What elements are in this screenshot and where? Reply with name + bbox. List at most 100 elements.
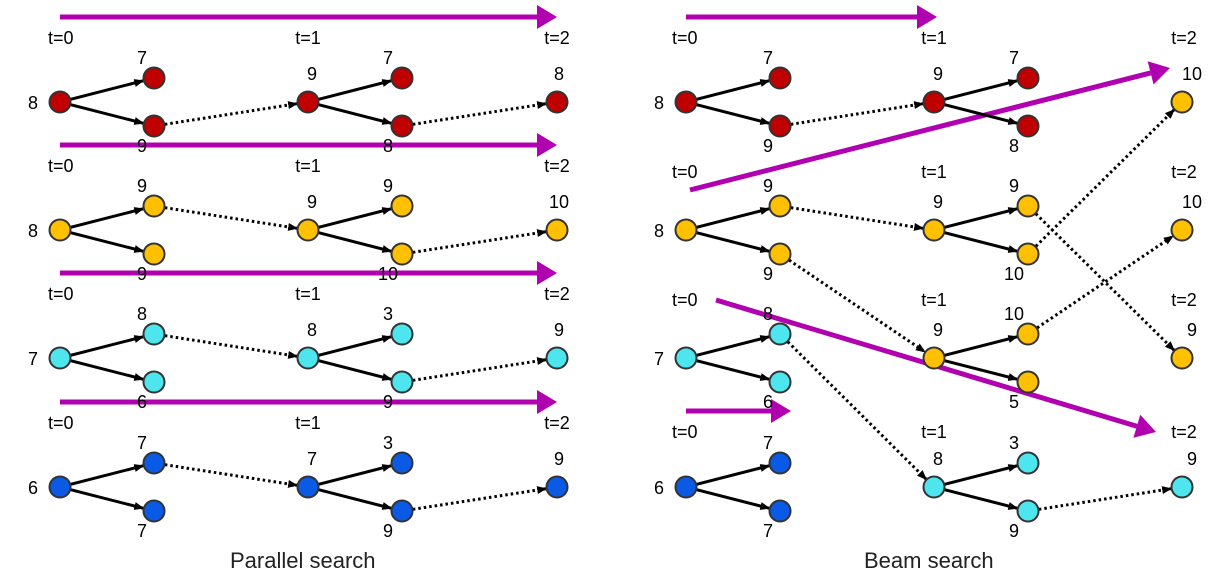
parallel-row-2-grandchild-top-node <box>390 322 414 346</box>
parallel-row-1-edge-up <box>69 207 145 229</box>
parallel-row-0-edge-down <box>69 103 145 125</box>
beam-end-1-node <box>1170 218 1194 242</box>
parallel-row-2-mid-node <box>296 346 320 370</box>
parallel-row-3-dotted-2 <box>412 486 548 511</box>
parallel-row-2-child-top-node <box>142 322 166 346</box>
beam-start-1-child-bottom-label: 9 <box>763 264 773 284</box>
beam-start-3-child-bottom-node <box>768 499 792 523</box>
beam-row-1-t2-label: t=2 <box>1171 162 1197 182</box>
beam-mid-2-label: 9 <box>933 320 943 340</box>
parallel-row-1-end-node <box>545 218 569 242</box>
beam-link-m1-e2 <box>1034 212 1176 352</box>
parallel-row-1-dotted-2 <box>412 229 548 254</box>
beam-row-3-t1-label: t=1 <box>921 422 947 442</box>
beam-start-1-edge-down <box>695 231 771 253</box>
beam-mid-3-child-top-node <box>1016 451 1040 475</box>
beam-mid-2-child-top-node <box>1016 322 1040 346</box>
parallel-row-2-dotted-1 <box>164 334 299 359</box>
parallel-row-1-edge2-down <box>317 231 393 253</box>
beam-start-0-label: 8 <box>654 93 664 113</box>
beam-time-arrow-0-head <box>917 5 937 29</box>
beam-time-arrow-3-head <box>771 399 791 423</box>
beam-start-2-edge-up <box>695 335 771 357</box>
beam-mid-3-edge-down <box>943 488 1019 510</box>
beam-start-0-node <box>674 90 698 114</box>
parallel-row-0-edge2-down <box>317 103 393 125</box>
parallel-row-2-grandchild-bottom-node <box>390 370 414 394</box>
beam-end-0-label: 10 <box>1182 64 1202 84</box>
parallel-row-0-grandchild-bottom-node <box>390 114 414 138</box>
beam-row-3-t0-label: t=0 <box>672 422 698 442</box>
parallel-search-caption: Parallel search <box>230 548 376 573</box>
beam-row-0-t1-label: t=1 <box>921 28 947 48</box>
parallel-row-3-t0-label: t=0 <box>48 413 74 433</box>
parallel-row-1-start-node <box>48 218 72 242</box>
parallel-row-2-start-label: 7 <box>28 349 38 369</box>
beam-mid-1-child-bottom-node <box>1016 242 1040 266</box>
parallel-row-0-dotted-1 <box>164 101 299 126</box>
beam-start-0-edge-up <box>695 79 771 101</box>
parallel-row-1-edge2-up <box>317 207 393 229</box>
parallel-row-2-mid-label: 8 <box>307 320 317 340</box>
parallel-row-3-edge2-down <box>317 488 393 510</box>
parallel-row-1-grandchild-top-node <box>390 194 414 218</box>
beam-start-1-label: 8 <box>654 221 664 241</box>
beam-end-1-label: 10 <box>1182 192 1202 212</box>
beam-start-1-edge-up <box>695 207 771 229</box>
parallel-row-3-grandchild-bottom-label: 9 <box>383 521 393 541</box>
parallel-row-2-end-label: 9 <box>554 320 564 340</box>
parallel-row-0-mid-node <box>296 90 320 114</box>
parallel-row-0-t2-label: t=2 <box>544 28 570 48</box>
beam-mid-2-edge-down <box>943 359 1019 381</box>
beam-mid-3-label: 8 <box>933 449 943 469</box>
beam-link-s1-m2 <box>788 258 926 354</box>
parallel-row-1-end-label: 10 <box>549 192 569 212</box>
beam-row-1-t1-label: t=1 <box>921 162 947 182</box>
parallel-row-3-mid-node <box>296 475 320 499</box>
beam-end-0-node <box>1170 90 1194 114</box>
parallel-row-0-child-bottom-node <box>142 114 166 138</box>
beam-end-3-label: 9 <box>1187 449 1197 469</box>
beam-start-0-child-bottom-node <box>768 114 792 138</box>
parallel-row-3-time-arrow-head <box>537 390 557 414</box>
parallel-row-0-grandchild-top-node <box>390 66 414 90</box>
parallel-row-2-edge-up <box>69 335 145 357</box>
beam-mid-1-child-top-node <box>1016 194 1040 218</box>
parallel-row-1-mid-node <box>296 218 320 242</box>
parallel-row-0-t0-label: t=0 <box>48 28 74 48</box>
beam-mid-2-node <box>922 346 946 370</box>
parallel-row-1-dotted-1 <box>164 206 299 231</box>
parallel-row-1-child-top-label: 9 <box>137 176 147 196</box>
beam-time-arrow-1-head <box>1147 61 1170 85</box>
parallel-row-1-t2-label: t=2 <box>544 156 570 176</box>
beam-search-caption: Beam search <box>864 548 994 573</box>
parallel-row-2-t0-label: t=0 <box>48 284 74 304</box>
beam-start-2-node <box>674 346 698 370</box>
parallel-row-0-start-label: 8 <box>28 93 38 113</box>
parallel-row-3-grandchild-top-node <box>390 451 414 475</box>
parallel-row-2-child-top-label: 8 <box>137 304 147 324</box>
beam-start-3-edge-up <box>695 464 771 486</box>
beam-mid-0-child-top-node <box>1016 66 1040 90</box>
beam-row-0-t2-label: t=2 <box>1171 28 1197 48</box>
beam-mid-3-node <box>922 475 946 499</box>
beam-mid-1-child-bottom-label: 10 <box>1004 264 1024 284</box>
parallel-row-2-t1-label: t=1 <box>295 284 321 304</box>
parallel-row-3-end-label: 9 <box>554 449 564 469</box>
parallel-row-2-dotted-2 <box>412 357 548 382</box>
parallel-row-3-grandchild-top-label: 3 <box>383 433 393 453</box>
beam-row-0-t0-label: t=0 <box>672 28 698 48</box>
beam-link-m1-e0 <box>1034 108 1176 248</box>
parallel-row-3-dotted-1 <box>164 463 299 488</box>
parallel-row-1-mid-label: 9 <box>307 192 317 212</box>
beam-row-1-t0-label: t=0 <box>672 162 698 182</box>
beam-mid-2-child-bottom-node <box>1016 370 1040 394</box>
parallel-row-2-grandchild-bottom-label: 9 <box>383 392 393 412</box>
beam-end-3-node <box>1170 475 1194 499</box>
parallel-row-3-child-bottom-node <box>142 499 166 523</box>
parallel-row-2-grandchild-top-label: 3 <box>383 304 393 324</box>
beam-start-3-edge-down <box>695 488 771 510</box>
beam-mid-0-edge-down <box>943 103 1019 125</box>
parallel-row-3-t2-label: t=2 <box>544 413 570 433</box>
